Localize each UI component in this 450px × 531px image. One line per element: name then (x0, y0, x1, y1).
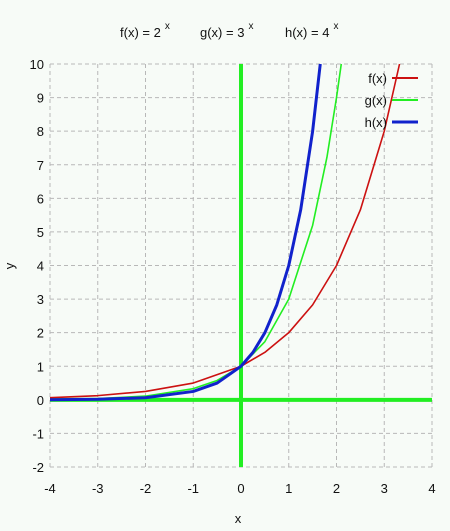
x-tick-label: 4 (428, 481, 435, 496)
legend-label: h(x) (365, 115, 387, 130)
y-axis-label: y (2, 262, 17, 269)
x-tick-label: -1 (187, 481, 199, 496)
series-line-fx (49, 63, 401, 399)
tick-labels: -4 -3 -2 -1 0 1 2 3 4 -2 -1 0 1 2 3 4 5 6 7 8 9 10 (30, 57, 436, 496)
y-tick-label: 0 (37, 393, 44, 408)
y-tick-label: -1 (32, 426, 44, 441)
x-tick-label: -4 (44, 481, 56, 496)
x-axis-label: x (235, 511, 242, 526)
x-tick-label: 2 (333, 481, 340, 496)
y-tick-label: 1 (37, 359, 44, 374)
y-tick-label: 10 (30, 57, 44, 72)
x-tick-label: 0 (237, 481, 244, 496)
y-tick-label: 5 (37, 225, 44, 240)
y-tick-label: 3 (37, 292, 44, 307)
series-line-hx (49, 63, 322, 402)
y-tick-label: 6 (37, 191, 44, 206)
y-tick-label: 2 (37, 326, 44, 341)
series-lines (49, 63, 401, 402)
legend-label: f(x) (368, 71, 387, 86)
x-tick-label: -3 (92, 481, 104, 496)
y-tick-label: -2 (32, 460, 44, 475)
x-tick-label: 1 (285, 481, 292, 496)
y-tick-label: 4 (37, 259, 44, 274)
y-tick-label: 8 (37, 124, 44, 139)
y-tick-label: 9 (37, 91, 44, 106)
y-tick-label: 7 (37, 158, 44, 173)
legend-label: g(x) (365, 93, 387, 108)
legend: f(x) g(x) h(x) (365, 71, 418, 130)
x-tick-label: -2 (140, 481, 152, 496)
x-tick-label: 3 (381, 481, 388, 496)
